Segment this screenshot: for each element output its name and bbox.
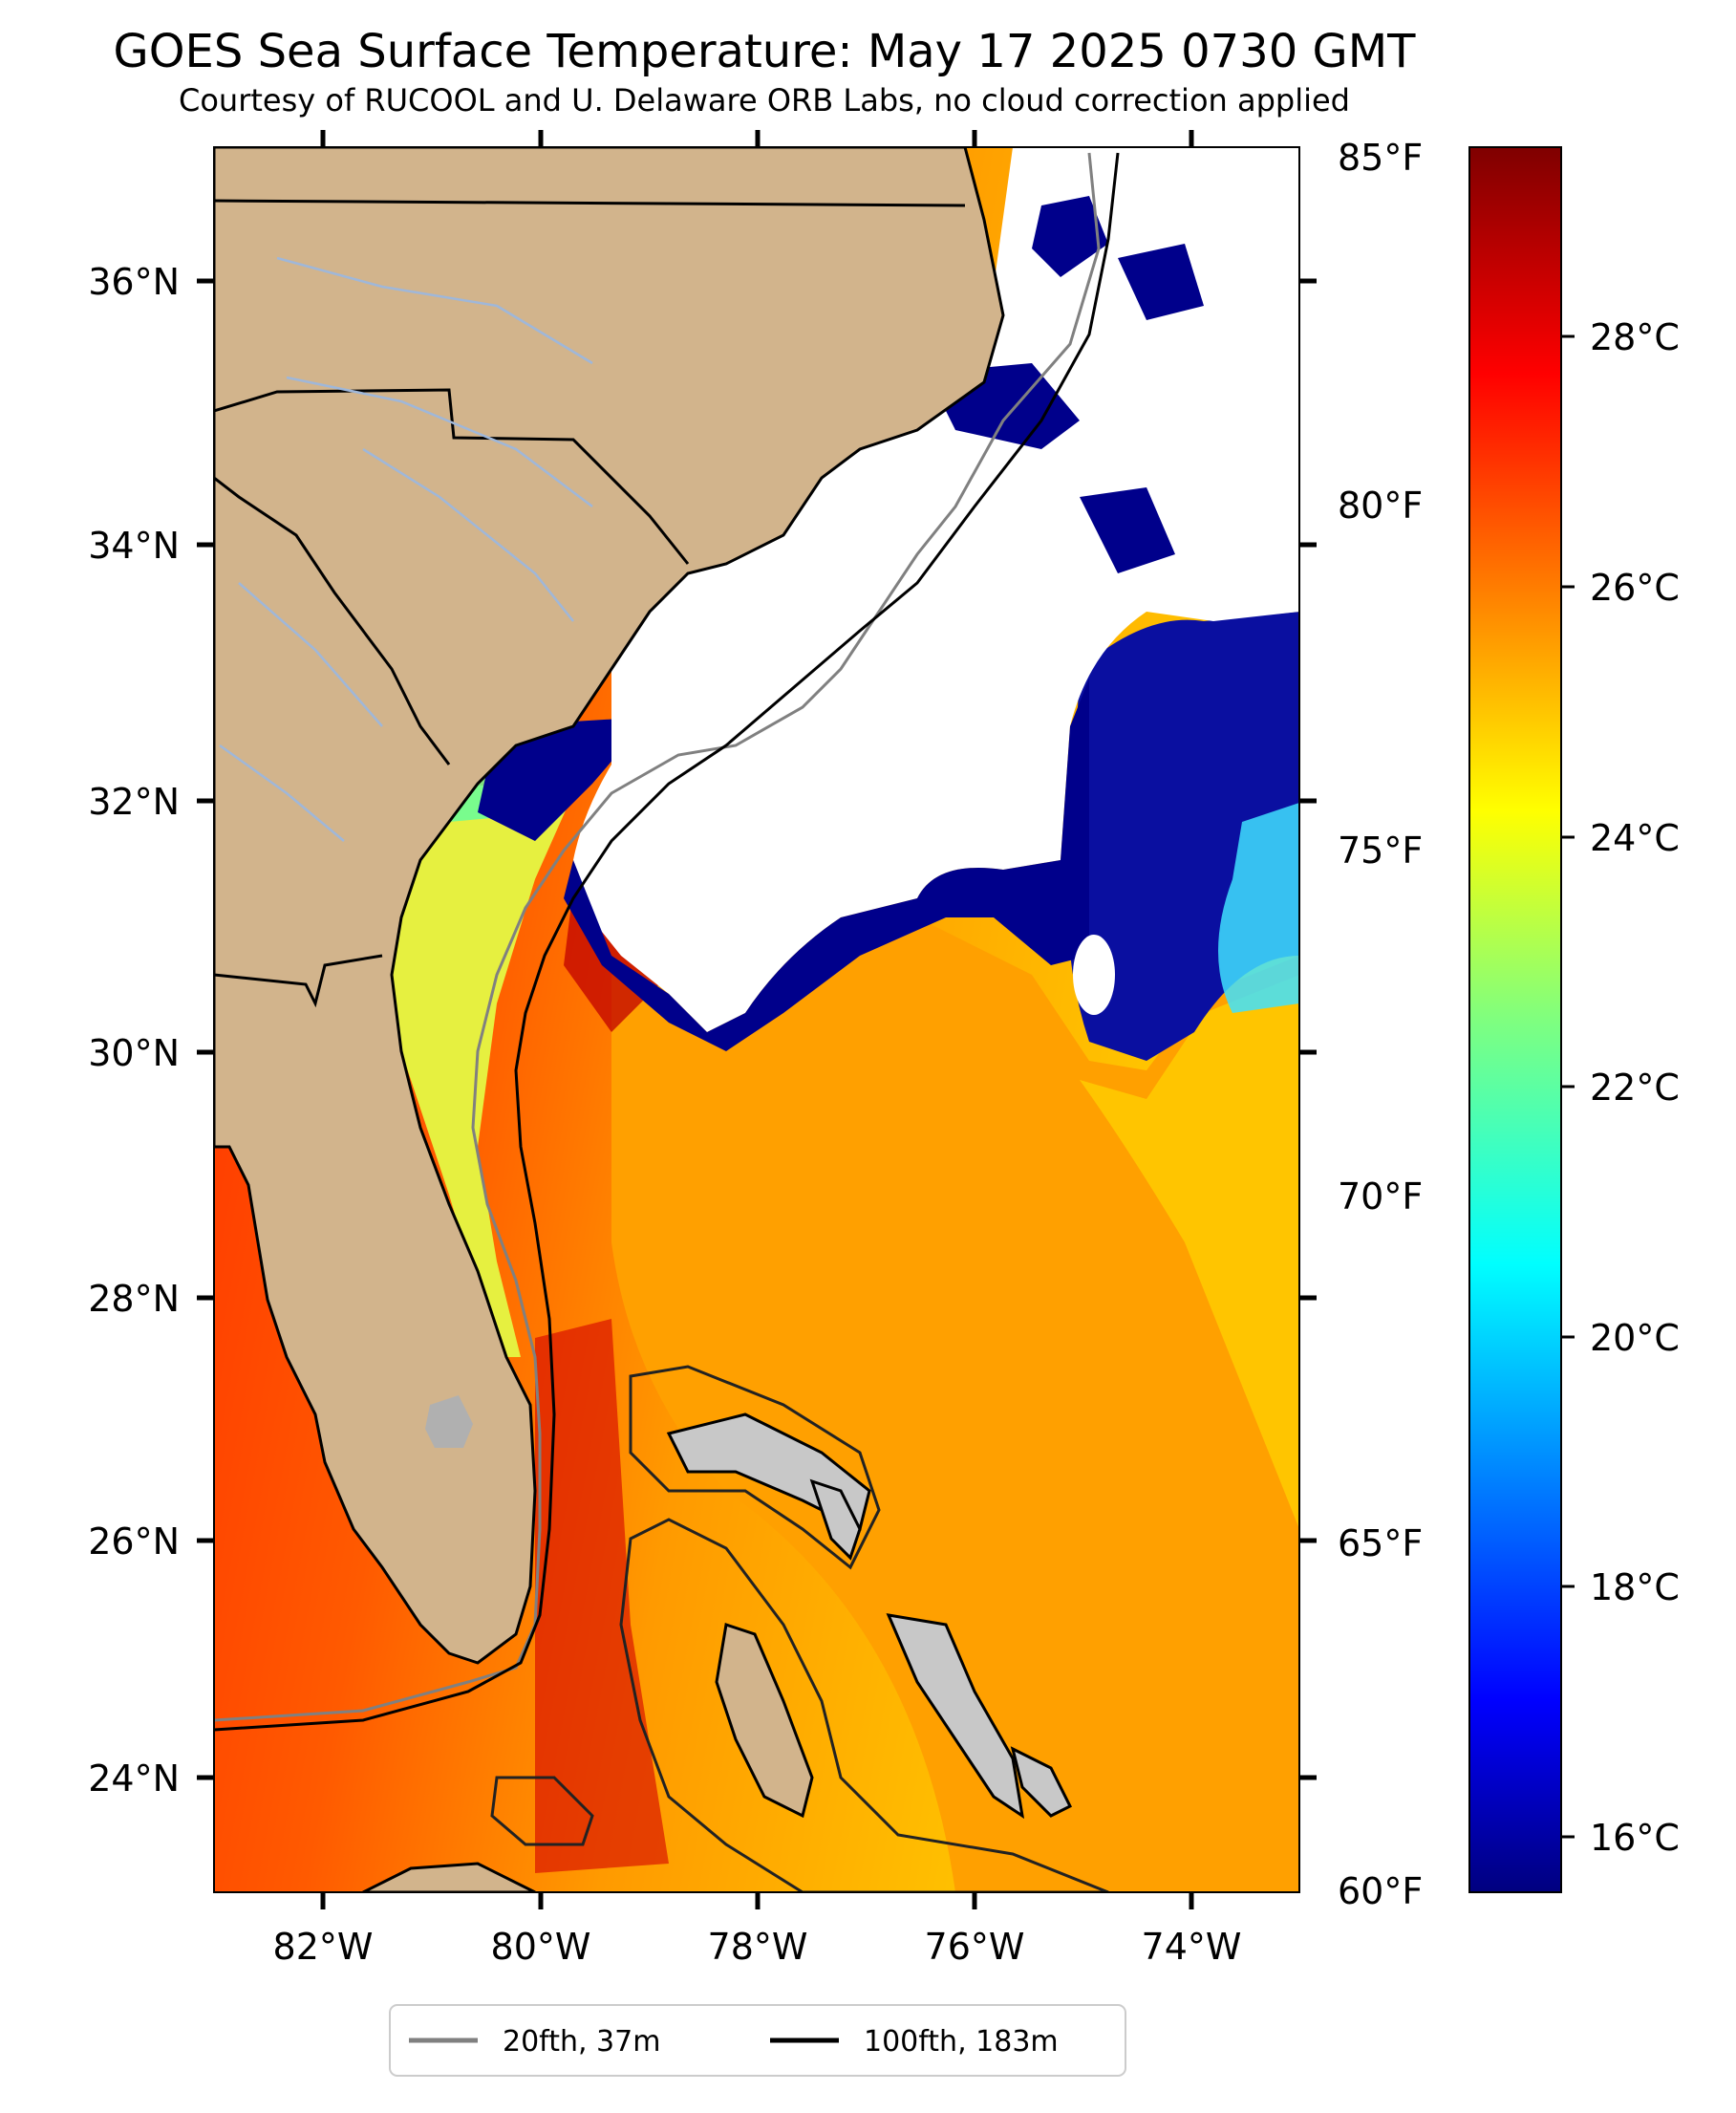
lon-tick-80w: 80°W: [491, 1926, 591, 1968]
lat-tick-24n: 24°N: [88, 1757, 180, 1800]
legend-label-20fth: 20fth, 37m: [503, 2025, 660, 2059]
f-tick-60: 60°F: [1338, 1870, 1423, 1912]
f-tick-70: 70°F: [1338, 1175, 1423, 1218]
f-tick-85: 85°F: [1338, 137, 1423, 179]
bahamas-andros: [715, 1623, 814, 1819]
cloud-edge-cold: [564, 679, 1089, 1051]
map-title: GOES Sea Surface Temperature: May 17 202…: [113, 25, 1416, 78]
c-tick-24: 24°C: [1590, 817, 1680, 859]
lon-tick-76w: 76°W: [925, 1926, 1025, 1968]
c-tick-18: 18°C: [1590, 1566, 1680, 1608]
rivers: [219, 256, 593, 842]
isobath-100fth: [214, 152, 1120, 1732]
celsius-axis: 28°C 26°C 24°C 22°C 20°C 18°C 16°C: [1561, 316, 1680, 1859]
bahamas-eleuthera: [886, 1613, 1025, 1820]
lat-tick-30n: 30°N: [88, 1032, 180, 1074]
c-tick-20: 20°C: [1590, 1317, 1680, 1359]
lon-tick-74w: 74°W: [1142, 1926, 1242, 1968]
cloud-mask: [573, 147, 1299, 1032]
cuba-coast: [362, 1862, 536, 1892]
lake-okeechobee: [425, 1395, 473, 1448]
map-canvas: [214, 147, 1299, 1892]
legend-box: [389, 2004, 1126, 2077]
lon-tick-82w: 82°W: [273, 1926, 374, 1968]
state-boundaries: [214, 199, 966, 1008]
c-tick-16: 16°C: [1590, 1817, 1680, 1859]
legend-label-100fth: 100fth, 183m: [864, 2025, 1059, 2059]
gulf-stream-south: [535, 1319, 669, 1873]
cloud-patch-mid: [1118, 244, 1204, 320]
lat-tick-32n: 32°N: [88, 781, 180, 823]
f-tick-65: 65°F: [1338, 1522, 1423, 1564]
map-subtitle: Courtesy of RUCOOL and U. Delaware ORB L…: [179, 82, 1350, 119]
colorbar: [1468, 146, 1562, 1893]
sst-cyan-east: [1218, 803, 1299, 1013]
lat-tick-26n: 26°N: [88, 1520, 180, 1563]
cloud-patch-north: [1032, 196, 1108, 277]
bahamas-abaco: [809, 1478, 862, 1561]
c-tick-22: 22°C: [1590, 1067, 1680, 1109]
lat-tick-36n: 36°N: [88, 261, 180, 303]
lat-axis: 36°N 34°N 32°N 30°N 28°N 26°N 24°N: [88, 261, 214, 1800]
c-tick-26: 26°C: [1590, 567, 1680, 609]
clear-hole: [1073, 935, 1115, 1015]
isobath-20fth: [214, 152, 1101, 1722]
sst-cold-coast: [478, 717, 650, 841]
bank-outline-little-bahama: [629, 1365, 881, 1570]
fahrenheit-axis: 85°F 80°F 75°F 70°F 65°F 60°F: [1338, 137, 1423, 1912]
lat-tick-28n: 28°N: [88, 1278, 180, 1320]
f-tick-75: 75°F: [1338, 830, 1423, 872]
bahamas-exuma: [1010, 1746, 1073, 1818]
bank-outline-great-bahama: [619, 1518, 1109, 1892]
bank-outline-cay-sal: [490, 1776, 594, 1846]
legend: 20fth, 37m 100fth, 183m: [389, 2004, 1126, 2077]
land-southeast-us: [214, 147, 1005, 1665]
lon-tick-78w: 78°W: [708, 1926, 808, 1968]
f-tick-80: 80°F: [1338, 485, 1423, 527]
lat-tick-34n: 34°N: [88, 525, 180, 567]
lon-axis: 82°W 80°W 78°W 76°W 74°W: [273, 130, 1242, 1968]
c-tick-28: 28°C: [1590, 316, 1680, 358]
cloud-patch-east: [1080, 487, 1175, 573]
right-axis: [1299, 278, 1317, 1780]
sst-yellow-region: [1080, 975, 1299, 1529]
sst-orange-region: [611, 917, 1299, 1892]
